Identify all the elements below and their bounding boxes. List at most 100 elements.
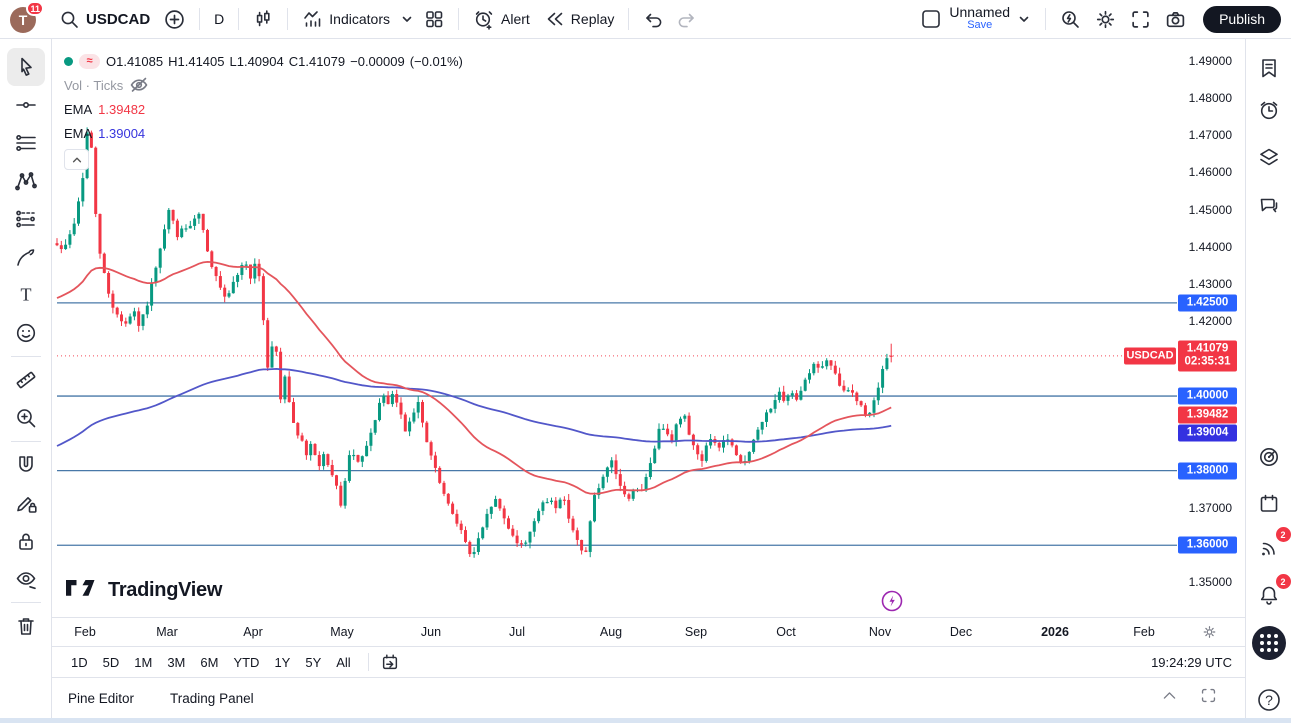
- maximize-icon: [1201, 688, 1216, 703]
- candle-body: [816, 363, 820, 368]
- range-button-1m[interactable]: 1M: [128, 652, 158, 673]
- level-price-badge[interactable]: 1.40000: [1178, 387, 1237, 405]
- range-button-1y[interactable]: 1Y: [268, 652, 296, 673]
- utc-clock[interactable]: 19:24:29 UTC: [1151, 654, 1232, 670]
- tool-brush[interactable]: [7, 238, 45, 276]
- candle-body: [558, 499, 562, 509]
- level-price-badge[interactable]: 1.38000: [1178, 462, 1237, 480]
- sidebar-chat-button[interactable]: [1250, 186, 1288, 224]
- time-axis-label: 2026: [1041, 625, 1069, 639]
- quick-search-button[interactable]: [1053, 5, 1088, 33]
- current-price-badge[interactable]: 1.41079 02:35:31: [1178, 340, 1237, 372]
- replay-button[interactable]: Replay: [537, 5, 622, 33]
- high-value: H1.41405: [168, 53, 225, 69]
- candle-body: [696, 445, 700, 455]
- tool-text[interactable]: T: [7, 276, 45, 314]
- chart-plot-area[interactable]: ≈ O1.41085 H1.41405 L1.40904 C1.41079 −0.000…: [52, 39, 1245, 617]
- legend-ema-slow-row[interactable]: EMA 1.39004: [64, 121, 468, 145]
- symbol-search-button[interactable]: USDCAD: [52, 5, 157, 33]
- range-button-ytd[interactable]: YTD: [227, 652, 265, 673]
- tool-drawing-edit-lock[interactable]: [7, 484, 45, 522]
- save-label[interactable]: Save: [967, 19, 993, 31]
- candle-body: [562, 499, 566, 501]
- legend-collapse-button[interactable]: [64, 149, 89, 170]
- sidebar-calendar-button[interactable]: [1250, 484, 1288, 522]
- legend-ema-fast-row[interactable]: EMA 1.39482: [64, 97, 468, 121]
- publish-button[interactable]: Publish: [1203, 5, 1281, 33]
- candle-body: [502, 508, 506, 519]
- horizontal-level-lines[interactable]: [57, 302, 1177, 546]
- go-to-date-button[interactable]: [377, 649, 403, 675]
- layout-select-button[interactable]: Unnamed Save: [913, 5, 1038, 33]
- level-price-badge[interactable]: 1.36000: [1178, 536, 1237, 554]
- sidebar-screener-button[interactable]: [1250, 438, 1288, 476]
- settings-button[interactable]: [1088, 5, 1123, 33]
- sidebar-streams-button[interactable]: 2: [1250, 527, 1291, 567]
- range-button-5y[interactable]: 5Y: [299, 652, 327, 673]
- pine-editor-tab[interactable]: Pine Editor: [68, 690, 135, 706]
- candle-body: [842, 385, 846, 391]
- sidebar-help-button[interactable]: ?: [1250, 681, 1288, 719]
- tool-trend-line[interactable]: [7, 86, 45, 124]
- delayed-data-badge[interactable]: ≈: [79, 53, 100, 69]
- time-axis-settings-icon[interactable]: [1202, 625, 1217, 640]
- range-button-6m[interactable]: 6M: [194, 652, 224, 673]
- fullscreen-button[interactable]: [1123, 5, 1158, 33]
- tool-fib-retracement[interactable]: [7, 124, 45, 162]
- trading-panel-tab[interactable]: Trading Panel: [170, 690, 254, 706]
- snapshot-button[interactable]: [1158, 5, 1193, 33]
- candle-body: [859, 401, 863, 406]
- compare-add-symbol-button[interactable]: [157, 5, 192, 33]
- sidebar-watchlist-button[interactable]: [1250, 49, 1288, 87]
- interval-button[interactable]: D: [207, 5, 231, 33]
- current-price-symbol-tag[interactable]: USDCAD: [1124, 347, 1176, 365]
- maximize-panel-button[interactable]: [1200, 687, 1217, 709]
- tool-remove-drawings[interactable]: [7, 607, 45, 645]
- expand-panel-button[interactable]: [1161, 687, 1178, 709]
- candle-body: [666, 428, 670, 435]
- toolbar-separator: [287, 8, 289, 30]
- candle-body: [451, 503, 455, 514]
- ema-slow-price-badge[interactable]: 1.39004: [1178, 424, 1237, 442]
- range-button-5d[interactable]: 5D: [97, 652, 126, 673]
- sidebar-object-tree-button[interactable]: [1250, 138, 1288, 176]
- price-scale[interactable]: 1.49000 1.48000 1.47000 1.46000 1.45000 1.440…: [1115, 39, 1245, 617]
- candle-body: [231, 281, 235, 294]
- tool-hide-all-drawings[interactable]: [7, 560, 45, 598]
- level-price-badge[interactable]: 1.42500: [1178, 294, 1237, 312]
- range-button-all[interactable]: All: [330, 652, 356, 673]
- sidebar-apps-button[interactable]: [1250, 624, 1288, 662]
- tool-lock-all-drawings[interactable]: [7, 522, 45, 560]
- range-button-1d[interactable]: 1D: [65, 652, 94, 673]
- camera-icon: [1166, 11, 1185, 27]
- sidebar-alerts-button[interactable]: [1250, 91, 1288, 129]
- candle-body: [476, 538, 480, 552]
- alert-button[interactable]: Alert: [466, 5, 537, 33]
- undo-button[interactable]: [636, 5, 670, 33]
- candle-body: [700, 454, 704, 461]
- eye-hidden-icon[interactable]: [129, 75, 149, 95]
- tool-zoom-in[interactable]: [7, 399, 45, 437]
- time-axis[interactable]: Feb Mar Apr May Jun Jul Aug Sep Oct Nov Dec 2026 Feb: [52, 617, 1245, 646]
- range-button-3m[interactable]: 3M: [161, 652, 191, 673]
- tool-measure[interactable]: [7, 361, 45, 399]
- tool-forecast[interactable]: [7, 200, 45, 238]
- tool-emoji[interactable]: [7, 314, 45, 352]
- sidebar-notifications-button[interactable]: 2: [1250, 574, 1291, 614]
- candle-body: [863, 405, 867, 415]
- tool-cursor[interactable]: [6, 48, 45, 86]
- indicator-templates-button[interactable]: [417, 5, 451, 33]
- market-status-dot[interactable]: [64, 56, 73, 66]
- tool-xabcd-pattern[interactable]: [7, 162, 45, 200]
- price-tick-label: 1.43000: [1188, 277, 1232, 292]
- ema-fast-price-badge[interactable]: 1.39482: [1178, 406, 1237, 424]
- tool-magnet[interactable]: [7, 446, 45, 484]
- indicators-dropdown-caret[interactable]: [397, 5, 417, 33]
- event-lightning-marker[interactable]: [881, 590, 903, 612]
- candle-body: [369, 432, 373, 446]
- chart-style-button[interactable]: [246, 5, 280, 33]
- redo-button[interactable]: [670, 5, 704, 33]
- chart-canvas[interactable]: [52, 39, 1245, 617]
- user-menu-button[interactable]: T 11: [10, 1, 44, 34]
- indicators-button[interactable]: Indicators: [295, 5, 397, 33]
